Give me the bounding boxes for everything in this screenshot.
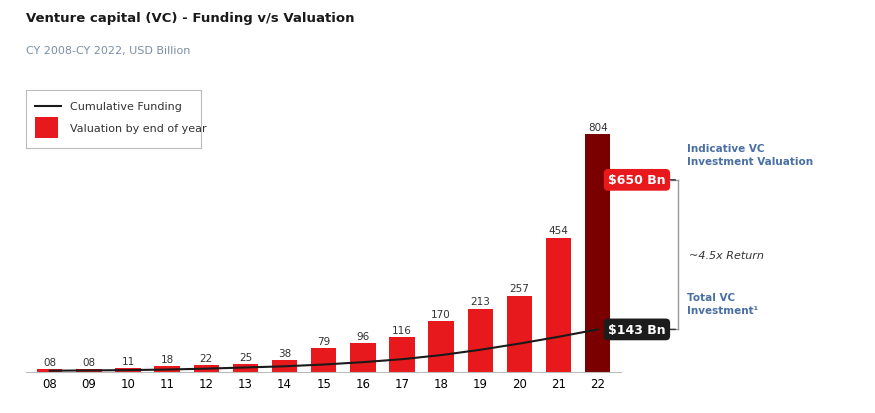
Text: Venture capital (VC) - Funding v/s Valuation: Venture capital (VC) - Funding v/s Valua… (26, 12, 354, 25)
Bar (233, 364, 258, 372)
Text: CY 2008-CY 2022, USD Billion: CY 2008-CY 2022, USD Billion (26, 45, 191, 55)
Bar (467, 309, 493, 372)
Bar (272, 361, 298, 372)
Bar (311, 349, 337, 372)
Text: 116: 116 (392, 325, 412, 335)
Bar (37, 369, 62, 372)
Bar (389, 337, 415, 372)
Text: Valuation by end of year: Valuation by end of year (70, 123, 206, 133)
Text: Cumulative Funding: Cumulative Funding (70, 102, 182, 112)
Text: $650 Bn: $650 Bn (608, 174, 666, 187)
Text: Total VC
Investment¹: Total VC Investment¹ (687, 292, 758, 316)
Text: 170: 170 (431, 309, 451, 319)
Text: 96: 96 (356, 331, 369, 341)
Text: 08: 08 (82, 357, 95, 367)
Text: 79: 79 (317, 336, 331, 346)
Bar (350, 344, 375, 372)
FancyBboxPatch shape (35, 118, 58, 138)
Text: 454: 454 (549, 226, 569, 236)
Bar (507, 296, 532, 372)
Text: $143 Bn: $143 Bn (608, 323, 666, 336)
Text: 804: 804 (588, 123, 607, 133)
Bar (76, 369, 102, 372)
Text: ~4.5x Return: ~4.5x Return (689, 250, 764, 260)
Bar (193, 365, 219, 372)
Text: 18: 18 (160, 354, 174, 364)
Bar (155, 366, 180, 372)
Text: 08: 08 (43, 357, 56, 367)
Text: 11: 11 (122, 356, 135, 366)
Text: 25: 25 (239, 352, 252, 362)
Text: Indicative VC
Investment Valuation: Indicative VC Investment Valuation (687, 143, 813, 166)
Bar (585, 135, 611, 372)
Text: 257: 257 (509, 284, 529, 294)
Text: 38: 38 (278, 348, 291, 358)
Text: 22: 22 (200, 353, 213, 363)
Bar (429, 322, 454, 372)
Bar (546, 238, 571, 372)
Bar (116, 368, 141, 372)
Text: 213: 213 (471, 297, 490, 307)
